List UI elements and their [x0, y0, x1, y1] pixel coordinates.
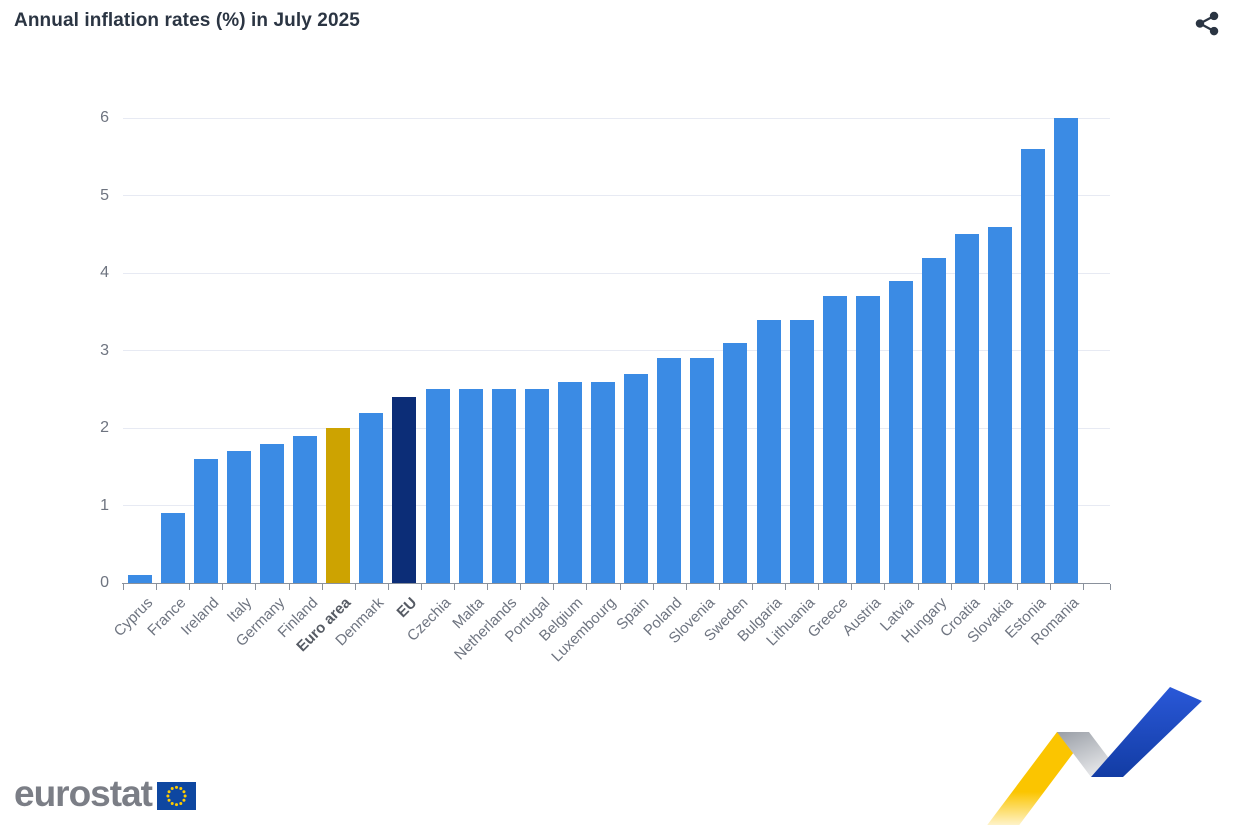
x-axis-tick — [288, 584, 290, 590]
eurostat-logo-text: eurostat — [14, 773, 153, 814]
x-axis-tick — [123, 584, 124, 590]
gridline — [123, 272, 1110, 274]
bar-france[interactable] — [160, 513, 185, 584]
x-axis-tick — [685, 584, 687, 590]
bar-lithuania[interactable] — [789, 319, 814, 583]
y-axis-tick-label: 0 — [100, 574, 109, 591]
x-axis-tick — [983, 584, 985, 590]
ribbon-blue-band — [1091, 687, 1202, 777]
bar-spain[interactable] — [624, 373, 649, 584]
bar-cyprus[interactable] — [127, 575, 152, 584]
bar-malta[interactable] — [458, 389, 483, 584]
bar-belgium[interactable] — [557, 381, 582, 583]
x-axis-tick — [851, 584, 853, 590]
x-axis-tick — [818, 584, 820, 590]
bar-portugal[interactable] — [524, 389, 549, 584]
x-axis-tick — [884, 584, 886, 590]
bar-estonia[interactable] — [1021, 149, 1046, 583]
y-axis-tick-label: 3 — [100, 341, 109, 359]
eurostat-ribbon-decoration — [987, 687, 1202, 825]
y-axis-tick-label: 5 — [100, 186, 109, 204]
bar-sweden[interactable] — [723, 342, 748, 584]
bar-euro-area[interactable] — [326, 428, 351, 583]
x-axis-line — [122, 583, 1110, 584]
chart-title: Annual inflation rates (%) in July 2025 — [14, 10, 360, 31]
y-axis-tick-label: 2 — [100, 419, 109, 436]
bar-greece[interactable] — [822, 296, 847, 584]
x-axis-tick — [255, 584, 257, 590]
ribbon-yellow-band — [987, 732, 1089, 825]
x-axis-tick — [619, 584, 621, 590]
bar-latvia[interactable] — [888, 280, 913, 584]
bar-bulgaria[interactable] — [756, 319, 781, 583]
bar-netherlands[interactable] — [491, 389, 516, 584]
bar-slovenia[interactable] — [690, 358, 715, 584]
gridline — [123, 505, 1110, 506]
gridline — [123, 427, 1110, 429]
x-axis-tick — [454, 584, 455, 590]
x-axis-tick — [354, 584, 356, 590]
x-axis-tick — [520, 584, 522, 590]
eurostat-logo: eurostat — [14, 773, 196, 814]
bar-ireland[interactable] — [193, 459, 218, 583]
bar-eu[interactable] — [392, 397, 417, 583]
x-axis-tick — [156, 584, 158, 590]
x-axis-tick — [752, 584, 753, 590]
y-axis-tick-label: 1 — [100, 496, 109, 514]
x-axis-tick — [652, 584, 654, 590]
bar-poland[interactable] — [657, 358, 682, 584]
x-axis-tick — [387, 584, 389, 590]
gridline — [123, 117, 1110, 119]
x-axis-tick — [420, 584, 422, 590]
y-axis-tick-label: 4 — [100, 264, 109, 281]
x-axis-tick — [586, 584, 588, 590]
bar-germany[interactable] — [260, 443, 284, 583]
x-axis-tick — [950, 584, 952, 590]
bar-luxembourg[interactable] — [591, 381, 615, 583]
share-icon — [1195, 11, 1219, 36]
bar-denmark[interactable] — [359, 412, 384, 583]
x-axis-tick — [917, 584, 919, 590]
ribbon-gray-fold — [1057, 732, 1123, 777]
x-axis-tick — [189, 584, 191, 590]
x-axis-tick — [321, 584, 323, 590]
bar-hungary[interactable] — [922, 257, 946, 583]
bar-romania[interactable] — [1054, 118, 1079, 583]
bar-italy[interactable] — [226, 451, 251, 584]
eu-flag-icon — [156, 782, 196, 810]
bar-czechia[interactable] — [425, 389, 450, 584]
bar-slovakia[interactable] — [988, 226, 1013, 583]
x-axis-tick — [785, 584, 787, 590]
x-axis-tick — [553, 584, 555, 590]
y-axis-tick-label: 6 — [100, 109, 109, 126]
x-axis-tick — [1016, 584, 1018, 590]
bar-finland[interactable] — [293, 435, 318, 584]
x-axis-tick — [1049, 584, 1051, 590]
share-button[interactable] — [1192, 8, 1222, 38]
bar-austria[interactable] — [855, 296, 880, 584]
gridline — [123, 195, 1110, 196]
x-axis-tick — [487, 584, 489, 590]
x-axis-end-tick — [1110, 584, 1111, 590]
gridline — [123, 350, 1110, 351]
x-axis-tick — [718, 584, 720, 590]
x-axis-tick — [1083, 584, 1084, 590]
x-axis-tick — [222, 584, 224, 590]
bar-croatia[interactable] — [955, 234, 980, 584]
